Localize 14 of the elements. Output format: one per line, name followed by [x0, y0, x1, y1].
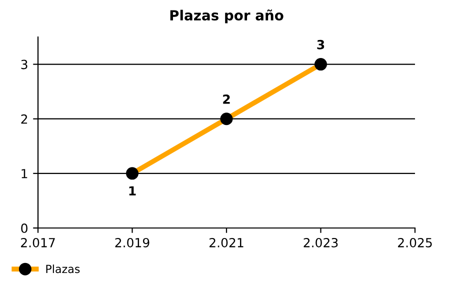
- x-tick-label: 2.023: [304, 238, 338, 248]
- chart-title: Plazas por año: [170, 10, 284, 24]
- data-label: 2: [223, 94, 230, 104]
- legend-label: Plazas: [46, 264, 80, 274]
- x-tick-label: 2.025: [398, 238, 432, 248]
- y-tick-label: 1: [22, 169, 28, 178]
- y-tick-label: 0: [21, 223, 28, 233]
- y-tick-label: 2: [21, 114, 28, 124]
- x-tick-label: 2.019: [115, 238, 150, 248]
- y-tick-label: 3: [21, 60, 28, 70]
- data-label: 1: [129, 186, 136, 196]
- x-tick-label: 2.017: [21, 238, 55, 248]
- data-label: 3: [317, 40, 324, 50]
- x-tick-label: 2.021: [210, 238, 244, 248]
